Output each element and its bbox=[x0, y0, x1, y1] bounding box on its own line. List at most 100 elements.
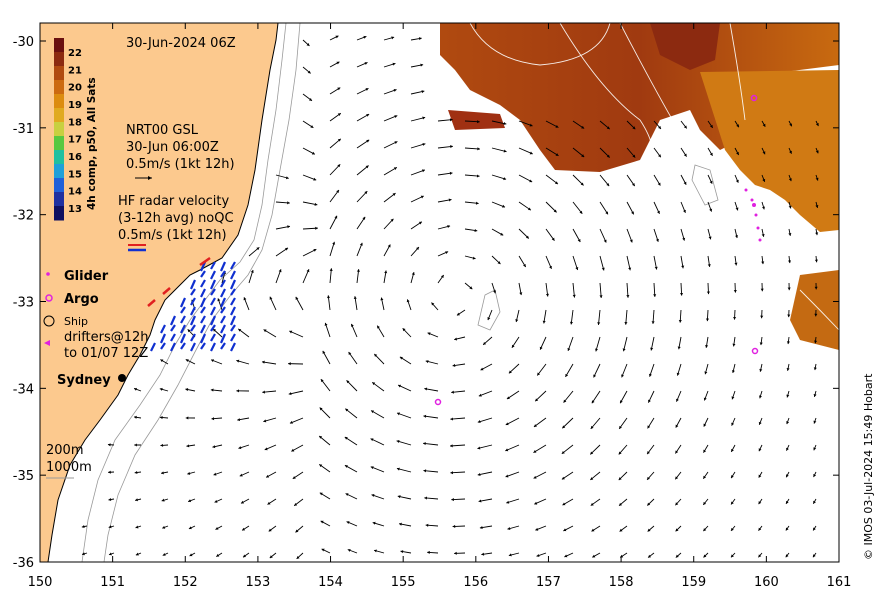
current-arrow-head bbox=[364, 191, 368, 195]
hf-scale: 0.5m/s (1kt 12h) bbox=[118, 228, 227, 243]
current-arrow-head bbox=[606, 154, 610, 158]
current-arrow-head bbox=[815, 205, 819, 208]
current-arrow-head bbox=[185, 388, 189, 392]
current-arrow-head bbox=[655, 238, 659, 242]
current-arrow-head bbox=[732, 343, 736, 347]
current-arrow-head bbox=[239, 473, 243, 477]
y-tick-label: -31 bbox=[13, 122, 34, 137]
current-arrow-head bbox=[387, 244, 391, 248]
current-arrow-head bbox=[506, 500, 510, 504]
current-arrow-head bbox=[525, 235, 529, 239]
y-tick-label: -35 bbox=[13, 469, 34, 484]
current-arrow-head bbox=[324, 322, 328, 326]
current-arrow-head bbox=[590, 477, 594, 480]
x-tick-label: 157 bbox=[536, 575, 561, 590]
hf-radar-arrow bbox=[200, 279, 206, 288]
current-arrow-head bbox=[736, 151, 739, 155]
hf-radar-arrow bbox=[179, 333, 187, 344]
current-arrow-head bbox=[487, 317, 491, 321]
current-arrow-head bbox=[134, 415, 137, 419]
current-arrow-head bbox=[420, 195, 424, 199]
current-arrow-head bbox=[108, 525, 112, 529]
current-arrow-head bbox=[481, 552, 485, 556]
current-arrow-head bbox=[477, 446, 481, 450]
current-arrow-head bbox=[398, 384, 402, 388]
colorbar-tick-label: 22 bbox=[68, 48, 82, 59]
current-arrow-head bbox=[705, 345, 709, 348]
ship-legend-icon bbox=[43, 315, 55, 327]
current-arrow-head bbox=[529, 179, 533, 183]
current-arrow-head bbox=[107, 443, 111, 447]
current-arrow-head bbox=[569, 321, 574, 325]
current-arrow-head bbox=[593, 374, 597, 378]
hf-radar-arrow bbox=[209, 315, 217, 326]
credit-text: © IMOS 03-Jul-2024 15:49 Hobart bbox=[862, 373, 875, 560]
current-arrow-head bbox=[653, 294, 657, 297]
current-arrow-head bbox=[709, 152, 713, 156]
glider-label: Glider bbox=[64, 269, 109, 284]
hf-radar-arrow bbox=[200, 270, 206, 278]
current-arrow-head bbox=[622, 348, 626, 352]
current-arrow-head bbox=[450, 417, 454, 421]
current-arrow-head bbox=[814, 286, 818, 290]
hf-radar-arrow bbox=[199, 333, 207, 344]
hf-radar-arrow bbox=[150, 342, 156, 352]
current-arrow-head bbox=[134, 387, 138, 391]
current-arrow-head bbox=[580, 182, 584, 186]
current-arrow-head bbox=[787, 287, 791, 291]
current-arrow-head bbox=[789, 150, 792, 154]
current-arrow-head bbox=[82, 552, 85, 556]
colorbar-tick-label: 16 bbox=[68, 152, 82, 163]
current-arrow-head bbox=[217, 298, 221, 302]
current-arrow-head bbox=[535, 398, 539, 402]
colorbar-tick-label: 18 bbox=[68, 117, 82, 128]
current-arrow-head bbox=[759, 395, 762, 399]
current-arrow-head bbox=[377, 325, 380, 329]
current-arrow-head bbox=[291, 448, 295, 452]
current-arrow-head bbox=[452, 524, 456, 528]
current-arrow-head bbox=[394, 141, 398, 145]
current-arrow-head bbox=[431, 302, 435, 306]
current-arrow-head bbox=[707, 264, 711, 267]
hf-radar-arrow bbox=[170, 342, 176, 352]
current-arrow-head bbox=[733, 290, 737, 293]
current-arrow-head bbox=[619, 425, 622, 429]
current-arrow-head bbox=[579, 210, 583, 214]
hf-radar-arrow bbox=[160, 342, 166, 350]
current-arrow-head bbox=[647, 451, 650, 455]
current-arrow-head bbox=[422, 116, 426, 120]
hf-radar-arrow bbox=[200, 315, 206, 324]
current-arrow-head bbox=[493, 290, 497, 294]
current-arrow-head bbox=[730, 554, 734, 558]
current-arrow-head bbox=[347, 548, 351, 552]
drifters-label-2: to 01/07 12Z bbox=[64, 346, 148, 361]
current-arrow-head bbox=[683, 125, 687, 129]
hf-radar-arrow bbox=[162, 287, 171, 295]
current-arrow-head bbox=[448, 198, 452, 202]
current-arrow-head bbox=[813, 420, 817, 424]
current-arrow-head bbox=[658, 125, 661, 129]
current-arrow-head bbox=[591, 400, 595, 404]
current-arrow-head bbox=[345, 493, 349, 497]
current-arrow-head bbox=[363, 35, 367, 39]
current-arrow-head bbox=[503, 149, 507, 153]
current-arrow-head bbox=[188, 526, 192, 530]
colorbar-segment bbox=[54, 178, 64, 193]
x-tick-label: 152 bbox=[173, 575, 198, 590]
current-vector-field bbox=[81, 35, 819, 560]
current-arrow-head bbox=[624, 322, 628, 325]
current-arrow-head bbox=[545, 293, 549, 297]
hf-radar-arrow bbox=[230, 261, 236, 270]
current-arrow-head bbox=[370, 438, 374, 442]
current-arrow-head bbox=[786, 474, 789, 478]
current-arrow-head bbox=[392, 193, 396, 196]
current-arrow-head bbox=[595, 348, 599, 352]
australia-land bbox=[40, 23, 279, 562]
current-arrow-head bbox=[477, 120, 480, 124]
current-arrow-head bbox=[108, 552, 112, 556]
hf-radar-arrow bbox=[219, 333, 227, 344]
current-arrow-head bbox=[567, 347, 571, 351]
current-arrow-head bbox=[396, 467, 400, 471]
current-arrow-head bbox=[787, 314, 791, 318]
current-arrow-head bbox=[683, 181, 687, 185]
